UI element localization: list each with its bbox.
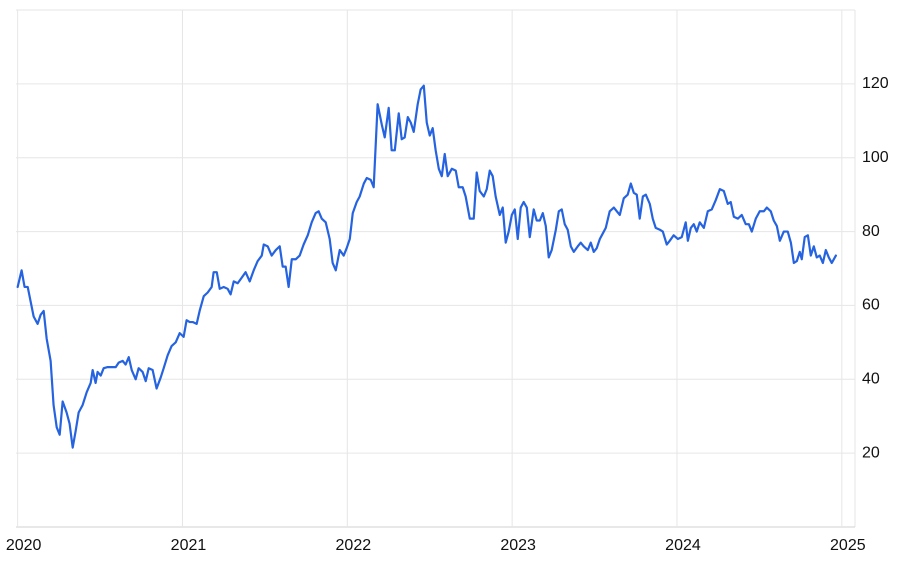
plot-area	[16, 84, 837, 449]
y-tick-label: 80	[862, 223, 880, 240]
x-tick-label: 2024	[665, 537, 701, 554]
y-tick-label: 60	[862, 297, 880, 314]
y-tick-label: 40	[862, 371, 880, 388]
tick-labels: 20 40 60 80 100 120 2020 2021 2022 2023 2024 2025	[6, 75, 889, 554]
grid	[16, 10, 855, 527]
x-tick-label: 2023	[500, 537, 536, 554]
y-tick-label: 100	[862, 149, 889, 166]
x-tick-label: 2020	[6, 537, 42, 554]
y-tick-label: 20	[862, 444, 880, 461]
x-tick-label: 2025	[830, 537, 866, 554]
price-line	[16, 84, 837, 449]
x-tick-label: 2021	[171, 537, 207, 554]
y-tick-label: 120	[862, 75, 889, 92]
x-tick-label: 2022	[336, 537, 372, 554]
